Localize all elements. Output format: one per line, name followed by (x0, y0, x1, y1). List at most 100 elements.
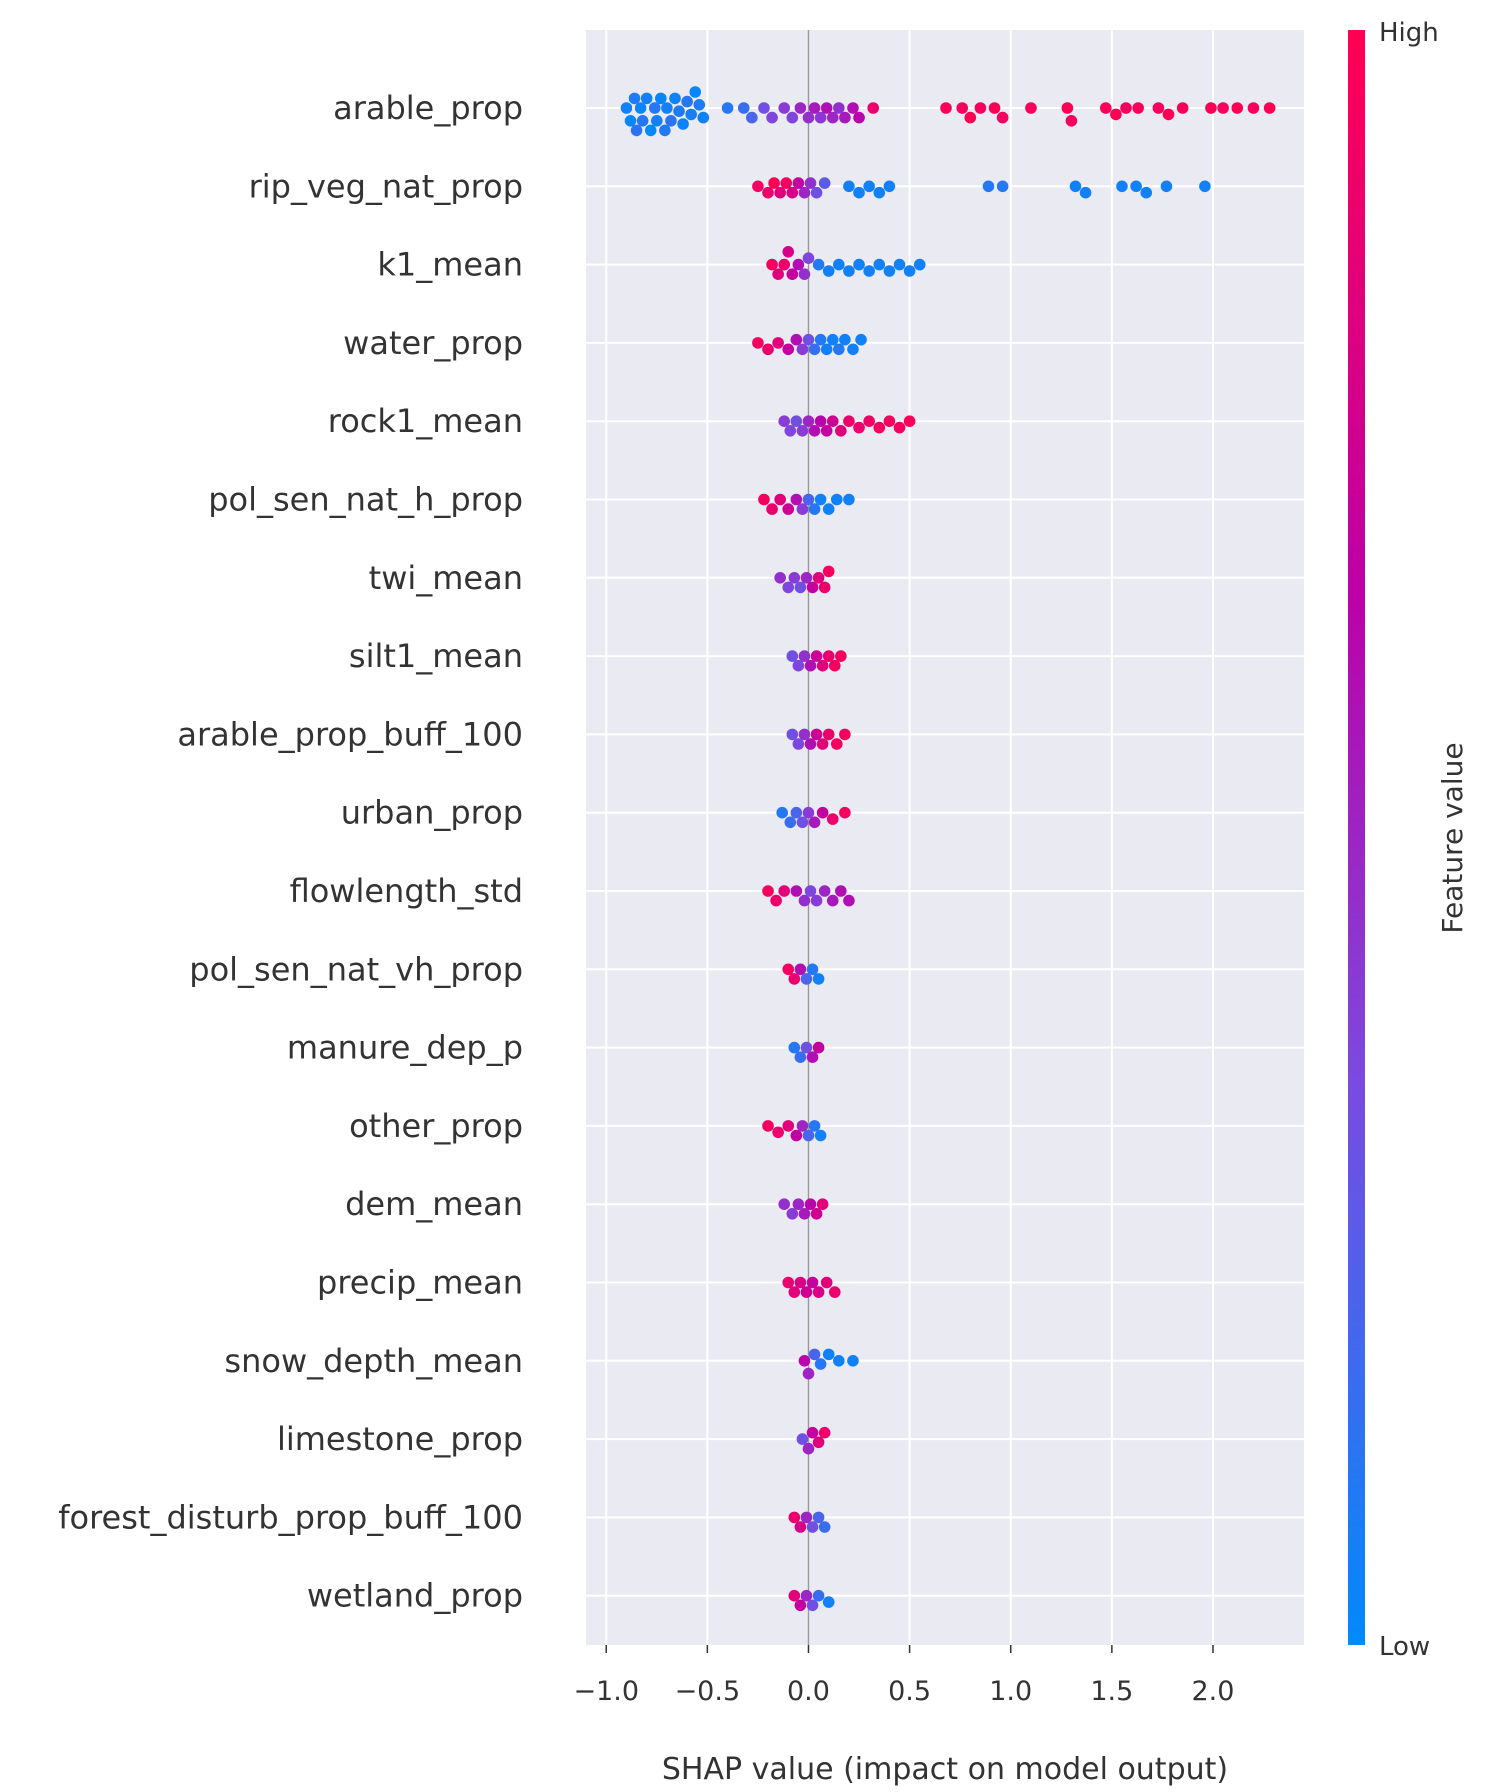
shap-point (804, 1198, 817, 1210)
shap-point (770, 894, 782, 907)
shap-point (804, 177, 817, 189)
shap-point (762, 1120, 774, 1132)
shap-point (1152, 102, 1165, 114)
shap-point (806, 1599, 819, 1612)
shap-point (810, 894, 823, 907)
shap-point (788, 1511, 801, 1524)
shap-point (810, 728, 823, 741)
shap-point (790, 885, 803, 897)
shap-point (778, 415, 791, 428)
shap-point (693, 99, 706, 111)
shap-point (828, 659, 841, 672)
shap-point (665, 115, 677, 127)
shap-point (814, 493, 827, 506)
shap-point (774, 186, 786, 199)
shap-point (818, 177, 831, 189)
shap-point (802, 252, 815, 264)
x-tick-label: −0.5 (675, 1676, 741, 1707)
x-tick-label: 1.0 (989, 1676, 1032, 1707)
shap-point (780, 177, 793, 189)
x-axis-ticks: −1.0 −0.5 0.0 0.5 1.0 1.5 2.0 (573, 1645, 1234, 1707)
shap-point (786, 111, 799, 124)
shap-point (1130, 180, 1142, 193)
shap-point (762, 885, 774, 897)
shap-point (1162, 108, 1175, 121)
shap-point (816, 806, 829, 819)
x-tick-label: 2.0 (1192, 1676, 1235, 1707)
shap-point (903, 265, 916, 277)
shap-point (782, 581, 795, 594)
feature-label: rip_veg_nat_prop (249, 167, 523, 205)
shap-point (792, 258, 805, 271)
shap-point (782, 1120, 795, 1132)
shap-point (802, 1367, 815, 1380)
shap-point (776, 806, 788, 819)
shap-point (778, 1198, 791, 1210)
shap-point (839, 728, 851, 741)
shap-point (806, 581, 819, 594)
shap-point (818, 885, 831, 897)
shap-point (808, 343, 821, 356)
shap-point (650, 115, 663, 127)
shap-point (802, 806, 815, 819)
feature-label: pol_sen_nat_h_prop (208, 481, 523, 519)
shap-point (677, 118, 689, 130)
shap-point (774, 572, 786, 584)
shap-point (812, 1436, 825, 1449)
shap-point (843, 415, 855, 428)
shap-point (1132, 102, 1144, 114)
shap-point (814, 333, 827, 346)
feature-label: snow_depth_mean (224, 1342, 523, 1380)
shap-point (784, 816, 797, 829)
shap-point (812, 572, 825, 584)
shap-point (820, 1276, 833, 1289)
shap-point (782, 246, 795, 258)
shap-point (1069, 180, 1082, 193)
shap-point (826, 813, 839, 825)
shap-point (758, 102, 770, 114)
shap-point (822, 1348, 835, 1361)
shap-point (873, 186, 886, 199)
shap-point (802, 493, 815, 506)
shap-point (982, 180, 995, 193)
shap-point (835, 425, 847, 437)
shap-point (810, 186, 823, 199)
shap-point (669, 92, 681, 105)
shap-point (766, 503, 778, 515)
shap-point (1205, 102, 1217, 114)
shap-point (788, 1286, 801, 1298)
shap-point (762, 186, 774, 199)
shap-point (822, 650, 835, 662)
shap-point (788, 973, 801, 985)
shap-point (640, 92, 653, 105)
shap-point (794, 1276, 807, 1289)
shap-point (1176, 102, 1189, 114)
data-points (620, 86, 1276, 1612)
shap-point (790, 1129, 803, 1142)
shap-point (863, 180, 875, 193)
feature-label: urban_prop (341, 794, 523, 832)
shap-point (853, 258, 865, 271)
shap-point (628, 92, 641, 105)
shap-point (802, 415, 815, 428)
shap-point (798, 268, 811, 281)
shap-point (800, 1589, 813, 1602)
feature-label: pol_sen_nat_vh_prop (189, 950, 523, 988)
shap-point (833, 258, 845, 271)
shap-point (835, 650, 847, 662)
shap-point (826, 894, 839, 907)
shap-point (1160, 180, 1173, 193)
shap-point (659, 124, 671, 137)
feature-label: limestone_prop (277, 1420, 523, 1458)
shap-point (788, 572, 801, 584)
shap-point (772, 1126, 784, 1139)
shap-point (802, 1129, 815, 1142)
feature-label: dem_mean (345, 1185, 523, 1223)
shap-point (816, 1198, 829, 1210)
shap-point (806, 1426, 819, 1439)
shap-point (796, 1120, 809, 1132)
shap-point (843, 894, 855, 907)
shap-point (766, 111, 778, 124)
shap-point (996, 111, 1009, 124)
